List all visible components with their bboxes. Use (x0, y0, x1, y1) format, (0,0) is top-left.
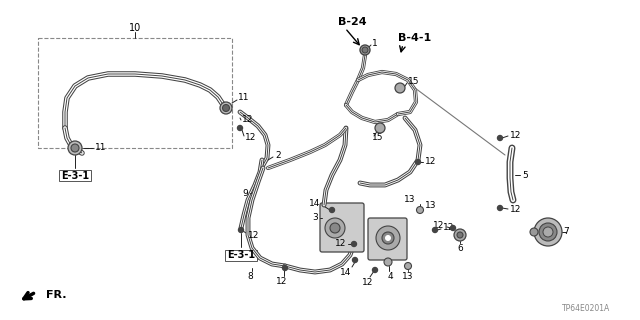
Text: 12: 12 (510, 205, 522, 214)
Circle shape (497, 205, 502, 211)
Circle shape (457, 232, 463, 238)
Circle shape (362, 47, 368, 53)
FancyBboxPatch shape (368, 218, 407, 260)
Text: B-4-1: B-4-1 (398, 33, 431, 43)
Text: 2: 2 (275, 150, 280, 159)
Text: 13: 13 (403, 196, 415, 204)
Text: 12: 12 (510, 131, 522, 140)
Circle shape (360, 45, 370, 55)
Text: 12: 12 (242, 116, 253, 124)
Text: 12: 12 (425, 157, 436, 166)
Text: 10: 10 (129, 23, 141, 33)
Circle shape (454, 229, 466, 241)
Circle shape (376, 226, 400, 250)
Text: B-24: B-24 (338, 17, 367, 27)
Circle shape (539, 223, 557, 241)
Text: 7: 7 (563, 228, 569, 236)
Circle shape (282, 266, 287, 270)
Text: 12: 12 (276, 277, 288, 286)
Circle shape (220, 102, 232, 114)
Circle shape (385, 235, 391, 241)
Circle shape (382, 232, 394, 244)
Text: E-3-1: E-3-1 (61, 171, 89, 181)
Circle shape (534, 218, 562, 246)
Circle shape (68, 141, 82, 155)
Text: 12: 12 (362, 278, 374, 287)
Text: 12: 12 (335, 239, 346, 249)
Circle shape (351, 242, 356, 246)
Circle shape (395, 83, 405, 93)
Text: 12: 12 (443, 223, 454, 233)
Circle shape (237, 125, 243, 131)
Circle shape (415, 159, 420, 164)
Text: 14: 14 (308, 199, 320, 209)
Text: 11: 11 (238, 93, 250, 102)
Text: 8: 8 (247, 272, 253, 281)
Bar (38, 38, 232, 148)
Circle shape (372, 268, 378, 273)
Text: 3: 3 (312, 213, 318, 222)
Circle shape (330, 223, 340, 233)
Circle shape (325, 218, 345, 238)
Text: 15: 15 (372, 133, 383, 142)
Text: 6: 6 (457, 244, 463, 253)
Text: 12: 12 (433, 221, 444, 230)
Text: 4: 4 (387, 272, 393, 281)
Text: TP64E0201A: TP64E0201A (562, 304, 610, 313)
Text: 12: 12 (248, 230, 259, 239)
Circle shape (417, 206, 424, 213)
Circle shape (223, 105, 230, 111)
Circle shape (239, 228, 243, 233)
Text: 15: 15 (408, 77, 419, 86)
Text: 5: 5 (522, 171, 528, 180)
Text: 13: 13 (403, 272, 413, 281)
Text: 1: 1 (372, 39, 378, 49)
Text: 9: 9 (243, 188, 248, 197)
Text: 13: 13 (425, 201, 436, 210)
Text: 12: 12 (245, 133, 257, 142)
Circle shape (384, 258, 392, 266)
Circle shape (375, 123, 385, 133)
Text: 14: 14 (340, 268, 352, 277)
FancyBboxPatch shape (320, 203, 364, 252)
Text: E-3-1: E-3-1 (227, 250, 255, 260)
Circle shape (530, 228, 538, 236)
Text: 11: 11 (95, 143, 106, 153)
Text: FR.: FR. (46, 290, 67, 300)
Circle shape (71, 144, 79, 152)
Circle shape (497, 135, 502, 140)
Circle shape (404, 262, 412, 269)
Circle shape (543, 227, 553, 237)
Circle shape (433, 228, 438, 233)
Circle shape (330, 207, 335, 212)
Circle shape (451, 226, 456, 230)
Circle shape (353, 258, 358, 262)
